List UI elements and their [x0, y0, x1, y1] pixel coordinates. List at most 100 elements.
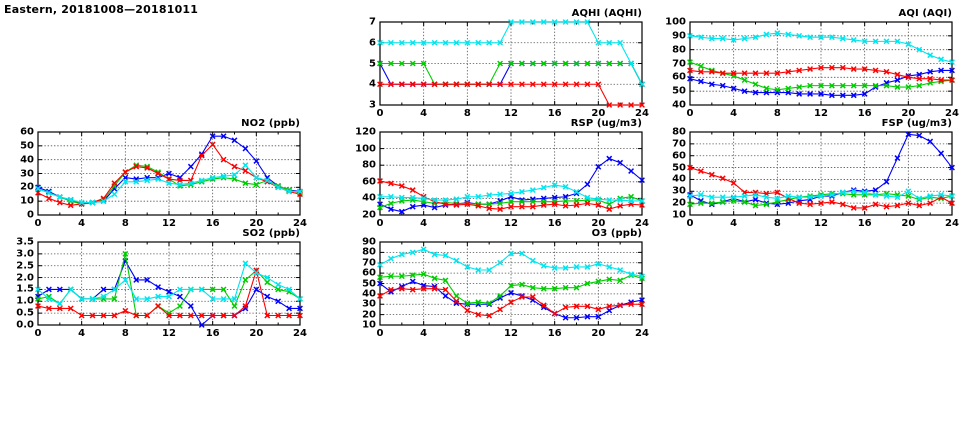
data-point — [176, 293, 183, 300]
data-point — [573, 190, 580, 197]
data-point — [176, 286, 183, 293]
y-tick-label: 1.5 — [16, 283, 34, 295]
plot-area-aqi — [687, 21, 955, 106]
plot-frame — [37, 241, 301, 326]
series-day2 — [687, 190, 955, 209]
data-point — [774, 195, 781, 202]
data-point — [387, 180, 394, 187]
data-point — [617, 102, 624, 108]
data-point — [850, 92, 857, 99]
data-point — [697, 168, 704, 175]
series-day4 — [377, 182, 645, 204]
data-point — [475, 267, 482, 273]
data-point — [497, 191, 504, 198]
series-day3 — [377, 178, 645, 213]
plot-area-fsp — [687, 131, 955, 216]
data-point — [905, 84, 912, 90]
data-point — [398, 194, 405, 201]
series-day1 — [687, 67, 955, 99]
data-point — [89, 312, 96, 319]
data-point — [275, 298, 282, 305]
x-tick-label: 8 — [463, 108, 471, 119]
y-tick-label: 30 — [20, 168, 34, 179]
data-point — [529, 187, 536, 194]
data-point — [420, 195, 427, 202]
data-point — [617, 302, 624, 309]
data-point — [286, 286, 293, 293]
data-point — [818, 82, 824, 89]
data-point — [56, 305, 63, 312]
data-point — [220, 312, 227, 319]
data-point — [155, 170, 162, 177]
data-point — [231, 163, 238, 170]
data-point — [573, 19, 580, 25]
data-point — [387, 39, 394, 46]
data-point — [231, 312, 238, 319]
data-point — [209, 174, 216, 181]
data-point — [297, 312, 303, 319]
y-tick-label: 70 — [672, 58, 686, 69]
data-point — [529, 203, 536, 210]
data-point — [606, 155, 613, 162]
data-point — [687, 193, 693, 199]
data-point — [818, 91, 824, 97]
data-point — [606, 60, 613, 67]
data-point — [508, 203, 514, 210]
x-tick-label: 8 — [121, 328, 129, 339]
data-point — [938, 56, 945, 63]
data-point — [409, 286, 416, 293]
data-point — [949, 77, 955, 84]
data-point — [719, 35, 726, 42]
data-point — [377, 280, 383, 287]
data-point — [78, 199, 85, 206]
data-point — [529, 19, 536, 25]
data-point — [420, 271, 427, 278]
data-point — [464, 263, 471, 270]
data-point — [508, 250, 514, 257]
data-point — [617, 39, 624, 46]
data-point — [697, 191, 704, 198]
data-point — [894, 77, 901, 84]
data-point — [828, 191, 835, 198]
data-point — [617, 197, 624, 203]
data-point — [486, 267, 493, 273]
data-point — [584, 313, 591, 320]
data-point — [155, 176, 162, 182]
data-point — [56, 286, 63, 293]
data-point — [584, 81, 591, 88]
series-day4 — [377, 19, 645, 88]
data-point — [540, 184, 547, 191]
data-point — [220, 286, 227, 293]
y-tick-label: 20 — [672, 197, 686, 209]
x-tick-label: 20 — [901, 108, 916, 119]
data-point — [697, 200, 704, 207]
y-tick-label: 0.0 — [16, 319, 34, 331]
x-tick-label: 4 — [78, 328, 86, 339]
data-point — [420, 60, 427, 67]
data-point — [872, 201, 879, 208]
data-point — [872, 67, 879, 74]
y-tick-label: 40 — [672, 99, 686, 111]
data-point — [442, 277, 449, 284]
data-point — [872, 187, 879, 194]
data-point — [144, 165, 151, 171]
data-point — [828, 92, 835, 99]
data-point — [387, 193, 394, 200]
data-point — [741, 35, 748, 42]
data-point — [719, 175, 726, 182]
data-point — [198, 286, 205, 293]
data-point — [584, 263, 591, 270]
data-point — [573, 314, 580, 321]
y-tick-label: 60 — [362, 176, 376, 188]
data-point — [122, 178, 129, 185]
data-point — [861, 204, 868, 211]
data-point — [905, 74, 912, 81]
data-point — [144, 312, 151, 319]
data-point — [850, 204, 857, 211]
data-point — [595, 260, 602, 267]
y-tick-label: 3 — [369, 99, 376, 111]
data-point — [573, 81, 580, 88]
data-point — [763, 201, 770, 208]
y-tick-label: 20 — [362, 309, 376, 321]
data-point — [209, 312, 216, 319]
